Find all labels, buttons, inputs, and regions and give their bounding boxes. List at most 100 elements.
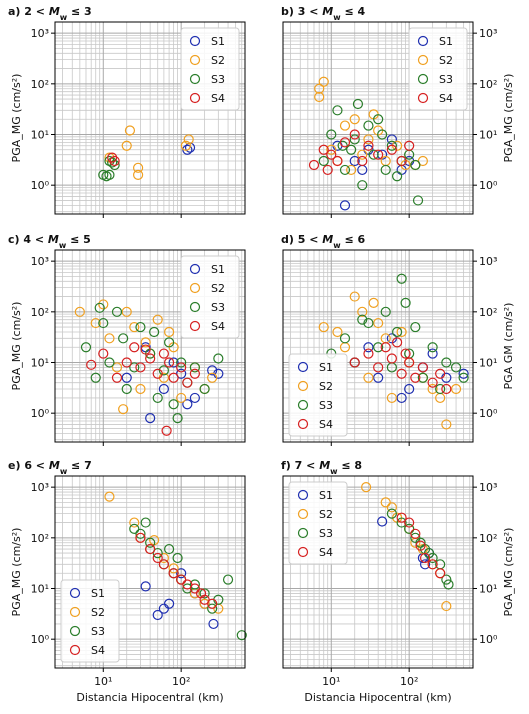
y-tick-label: 10² bbox=[479, 532, 497, 545]
data-point bbox=[145, 537, 156, 548]
data-point bbox=[135, 528, 146, 539]
data-point bbox=[332, 155, 343, 167]
data-point bbox=[386, 134, 397, 145]
title-part: w bbox=[60, 13, 68, 22]
data-point bbox=[404, 357, 415, 368]
legend-label: S4 bbox=[439, 92, 453, 105]
title-part: w bbox=[333, 13, 341, 22]
legend-marker bbox=[297, 399, 309, 411]
legend-marker bbox=[189, 301, 201, 313]
data-point bbox=[380, 342, 391, 353]
x-tick-label: 10¹ bbox=[322, 675, 340, 688]
legend-marker bbox=[69, 606, 81, 618]
data-point bbox=[349, 134, 360, 145]
legend-label: S4 bbox=[319, 546, 333, 559]
data-point bbox=[427, 377, 438, 388]
data-point bbox=[410, 372, 421, 383]
data-point bbox=[308, 159, 320, 171]
data-point bbox=[441, 574, 452, 585]
data-point bbox=[373, 372, 384, 383]
legend-label: S2 bbox=[211, 54, 225, 67]
legend-label: S3 bbox=[319, 527, 333, 540]
title-part: d) 5 < bbox=[281, 233, 322, 246]
data-point bbox=[152, 552, 163, 564]
legend-label: S4 bbox=[319, 418, 333, 431]
data-point bbox=[121, 372, 132, 383]
data-point bbox=[346, 164, 357, 176]
title-part: M bbox=[319, 459, 330, 472]
legend-label: S4 bbox=[211, 320, 225, 333]
data-point bbox=[346, 144, 357, 155]
title-part: b) 3 < bbox=[281, 5, 322, 18]
title-part: M bbox=[49, 459, 60, 472]
data-point bbox=[140, 337, 151, 348]
data-point bbox=[377, 129, 388, 140]
plot-frame bbox=[54, 21, 246, 215]
title-part: ≤ 3 bbox=[67, 5, 92, 18]
data-point bbox=[121, 383, 132, 395]
data-point bbox=[392, 171, 403, 182]
legend-box bbox=[180, 255, 240, 339]
y-tick-label: 10³ bbox=[479, 255, 497, 268]
data-point bbox=[207, 365, 218, 376]
y-tick-label: 10² bbox=[31, 532, 49, 545]
data-point bbox=[172, 412, 183, 424]
data-point bbox=[380, 164, 391, 176]
data-point bbox=[180, 140, 191, 151]
data-point bbox=[121, 306, 132, 317]
data-point bbox=[94, 302, 105, 313]
data-point bbox=[168, 563, 179, 574]
legend-label: S3 bbox=[211, 73, 225, 86]
legend-marker bbox=[189, 73, 201, 85]
legend-marker bbox=[189, 263, 201, 275]
data-point bbox=[412, 195, 424, 206]
data-point bbox=[349, 114, 360, 125]
y-tick-label: 10¹ bbox=[31, 583, 49, 596]
data-point bbox=[377, 516, 388, 527]
data-point bbox=[361, 482, 372, 493]
plot-frame bbox=[54, 475, 246, 669]
data-point bbox=[435, 568, 446, 579]
legend-label: S2 bbox=[211, 282, 225, 295]
legend-label: S2 bbox=[319, 380, 333, 393]
data-point bbox=[149, 326, 160, 338]
data-point bbox=[158, 559, 169, 570]
legend-marker bbox=[417, 54, 429, 66]
data-point bbox=[164, 598, 175, 609]
x-axis-label: Distancia Hipocentral (km) bbox=[304, 691, 451, 704]
title-part: ≤ 5 bbox=[66, 233, 91, 246]
data-point bbox=[396, 512, 407, 523]
data-point bbox=[339, 137, 351, 148]
data-point bbox=[98, 299, 109, 310]
data-point bbox=[427, 348, 438, 359]
data-point bbox=[443, 579, 454, 590]
data-point bbox=[158, 383, 169, 395]
x-tick-label: 10¹ bbox=[94, 675, 112, 688]
data-point bbox=[133, 162, 144, 173]
data-point bbox=[441, 419, 452, 430]
data-point bbox=[111, 372, 123, 383]
data-point bbox=[349, 357, 360, 368]
data-point bbox=[189, 583, 200, 594]
data-point bbox=[363, 372, 374, 383]
panel: 10⁰ 10¹ 10² 10³ S1 S2 S3 S4 c) 4 < Mw ≤ 5 PGA_MG … bbox=[8, 233, 246, 446]
y-tick-label: 10³ bbox=[31, 27, 49, 40]
data-point bbox=[368, 297, 379, 309]
data-point bbox=[140, 581, 151, 592]
title-part: ≤ 8 bbox=[338, 459, 363, 472]
y-axis-label: PGA GM (cm/s²) bbox=[502, 303, 515, 390]
data-point bbox=[419, 559, 431, 570]
y-axis-label: PGA_MG (cm/s²) bbox=[502, 74, 515, 163]
data-point bbox=[404, 140, 415, 151]
data-point bbox=[145, 543, 156, 555]
data-point bbox=[410, 528, 421, 539]
data-point bbox=[322, 164, 333, 176]
data-point bbox=[386, 392, 397, 404]
plot-frame bbox=[282, 249, 474, 443]
legend-label: S4 bbox=[211, 92, 225, 105]
data-point bbox=[135, 383, 146, 395]
data-point bbox=[168, 399, 179, 410]
data-point bbox=[236, 630, 247, 641]
data-point bbox=[172, 552, 183, 564]
legend-marker bbox=[417, 35, 429, 47]
